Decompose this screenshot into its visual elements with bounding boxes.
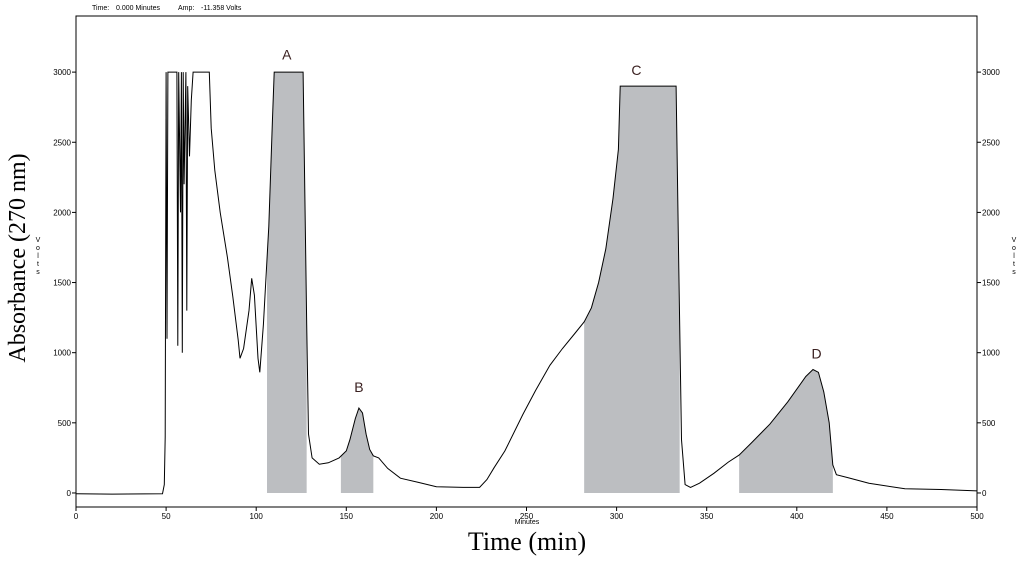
shaded-region-c: [584, 86, 680, 493]
volts-letter: V: [1012, 237, 1017, 244]
y-tick-label-left: 1000: [53, 349, 71, 358]
peak-label-a: A: [282, 46, 292, 62]
x-tick-label: 0: [74, 512, 79, 521]
chromatogram-trace: [75, 71, 978, 495]
shaded-region-d: [739, 369, 833, 493]
header-time-label: Time:: [92, 5, 109, 12]
volts-letter: l: [37, 253, 39, 260]
x-tick-label: 300: [610, 512, 624, 521]
peak-labels: A B C D: [282, 46, 822, 394]
y-tick-label-right: 2500: [982, 138, 1000, 147]
y-tick-label-left: 3000: [53, 68, 71, 77]
volts-letter: o: [1012, 245, 1016, 252]
header-amp-value: -11.358 Volts: [201, 5, 242, 12]
x-tick-label: 350: [700, 512, 714, 521]
x-tick-label: 400: [790, 512, 804, 521]
volts-letter: V: [36, 237, 41, 244]
x-tick-label: 50: [162, 512, 171, 521]
shaded-regions: [267, 72, 833, 493]
peak-label-c: C: [631, 62, 641, 78]
x-tick-label: 200: [430, 512, 444, 521]
y-tick-label-left: 500: [58, 419, 72, 428]
header-time-value: 0.000 Minutes: [116, 5, 160, 12]
y-tick-label-right: 500: [982, 419, 996, 428]
peak-label-d: D: [812, 345, 822, 361]
y-axis-small-title-left: Volts: [36, 237, 41, 276]
shaded-region-b: [340, 408, 374, 493]
y-tick-label-right: 1000: [982, 349, 1000, 358]
plot-frame: [75, 15, 978, 508]
volts-letter: s: [1012, 269, 1016, 276]
y-tick-label-left: 2500: [53, 138, 71, 147]
y-axis-small-title-right: Volts: [1012, 237, 1017, 276]
y-tick-label-left: 1500: [53, 279, 71, 288]
axis-ticks: 0 50 100 150 200 250 300 350 400 450 500 0 0 500 500 10…: [53, 68, 1000, 521]
volts-letter: t: [37, 261, 39, 268]
x-tick-label: 500: [970, 512, 984, 521]
y-axis-title: Absorbance (270 nm): [5, 153, 31, 362]
y-tick-label-right: 2000: [982, 208, 1000, 217]
volts-letter: t: [1013, 261, 1015, 268]
x-tick-label: 150: [340, 512, 354, 521]
x-tick-label: 100: [250, 512, 264, 521]
y-tick-label-left: 2000: [53, 208, 71, 217]
peak-label-b: B: [354, 379, 363, 395]
x-tick-label: 250: [520, 512, 534, 521]
y-tick-label-right: 1500: [982, 279, 1000, 288]
volts-letter: l: [1013, 253, 1015, 260]
y-tick-label-left: 0: [67, 489, 72, 498]
volts-letter: o: [36, 245, 40, 252]
x-tick-label: 450: [880, 512, 894, 521]
header-amp-label: Amp:: [178, 5, 194, 12]
y-tick-label-right: 0: [982, 489, 987, 498]
volts-letter: s: [36, 269, 40, 276]
x-axis-small-title: Minutes: [515, 519, 540, 526]
shaded-region-a: [267, 72, 307, 493]
x-axis-title: Time (min): [468, 527, 586, 556]
y-tick-label-right: 3000: [982, 68, 1000, 77]
